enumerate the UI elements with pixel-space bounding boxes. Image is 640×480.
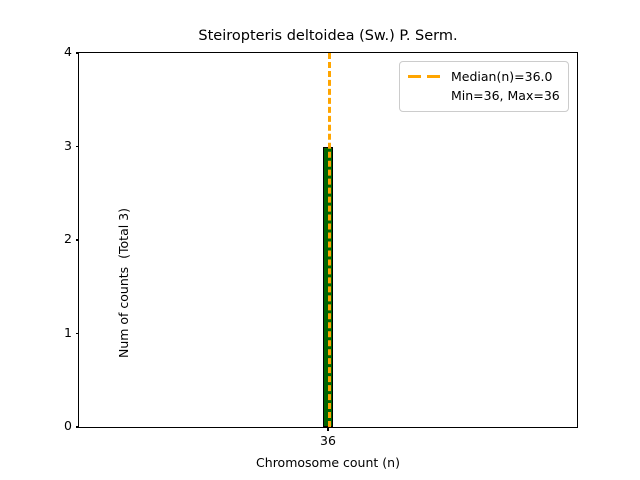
x-axis-label: Chromosome count (n) <box>256 455 400 470</box>
ytick-label: 3 <box>64 137 72 153</box>
ytick-mark <box>75 332 79 334</box>
ytick-mark <box>75 145 79 147</box>
chart-legend: Median(n)=36.0 Min=36, Max=36 <box>399 61 569 112</box>
ytick-label: 2 <box>64 231 72 246</box>
xtick-mark <box>327 427 329 431</box>
legend-entry-minmax: Min=36, Max=36 <box>408 86 560 105</box>
y-axis-label: Num of counts (Total 3) <box>115 207 131 359</box>
empty-marker-icon <box>408 90 442 102</box>
chart-title: Steiropteris deltoidea (Sw.) P. Serm. <box>198 28 458 44</box>
ytick-mark <box>75 239 79 241</box>
legend-label-median: Median(n)=36.0 <box>451 69 553 84</box>
xtick-label: 36 <box>320 433 336 448</box>
legend-label-minmax: Min=36, Max=36 <box>451 88 560 103</box>
ytick-label: 4 <box>64 44 72 59</box>
legend-entry-median: Median(n)=36.0 <box>408 67 560 86</box>
ytick-label: 1 <box>64 324 72 340</box>
y-axis-label-wrap: Num of counts (Total 3) <box>113 95 133 471</box>
dashed-line-icon <box>408 71 442 83</box>
median-line <box>328 53 331 427</box>
plot-area: 4 3 2 1 0 36 Median(n)=36.0 <box>64 44 578 448</box>
ytick-label: 0 <box>64 418 72 433</box>
ytick-mark <box>75 52 79 54</box>
ytick-mark <box>75 426 79 428</box>
